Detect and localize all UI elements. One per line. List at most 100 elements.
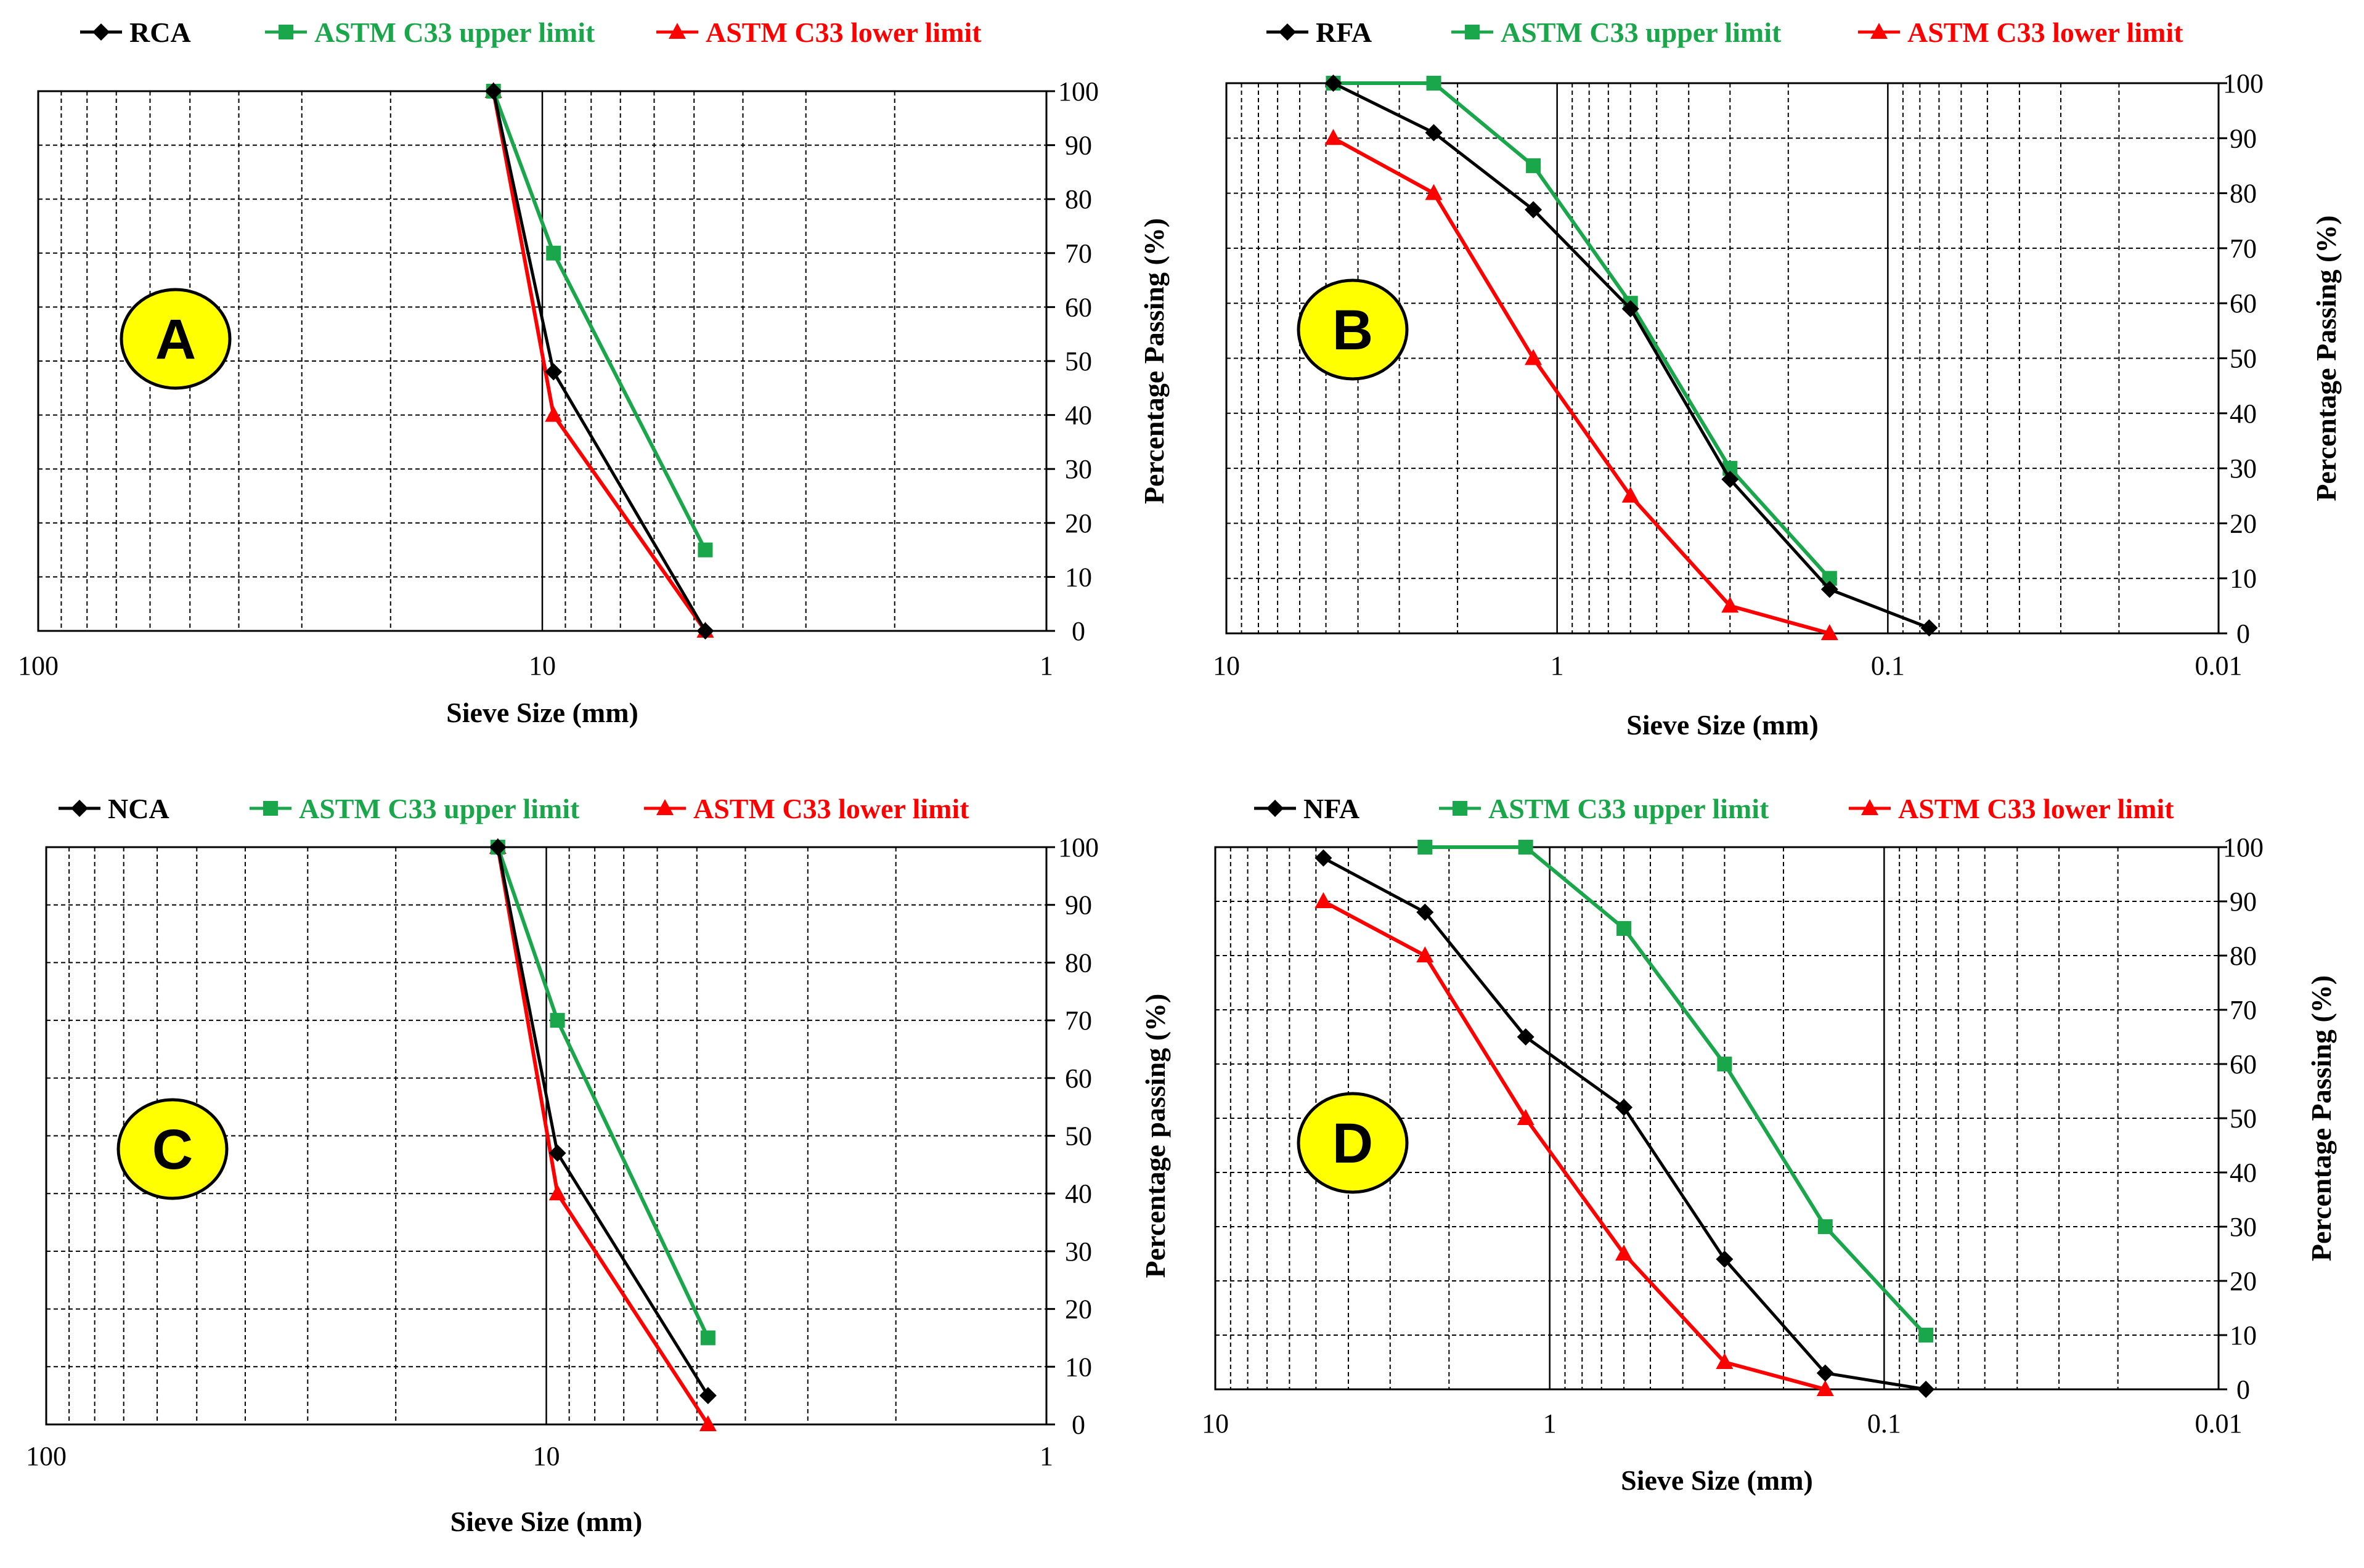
data-point (1920, 619, 1938, 637)
y-tick-label: 30 (1065, 454, 1092, 484)
data-point (548, 1144, 566, 1162)
x-tick-label: 1 (1040, 1441, 1053, 1471)
data-point (698, 542, 713, 558)
x-axis-label: Sieve Size (mm) (450, 1506, 643, 1537)
y-tick-label: 80 (2230, 941, 2257, 971)
data-point (1716, 1250, 1734, 1268)
legend-marker (263, 801, 278, 816)
y-tick-label: 90 (1065, 131, 1092, 161)
panel-label-circle (116, 1098, 229, 1200)
x-tick-label: 0.1 (1867, 1408, 1901, 1439)
series-line-nfa (1323, 856, 1926, 1391)
legend-entry: ASTM C33 lower limit (1898, 793, 2174, 824)
y-tick-label: 0 (2236, 619, 2250, 649)
legend-marker (1870, 23, 1888, 39)
y-tick-label: 70 (1065, 238, 1092, 269)
x-tick-label: 1 (1551, 651, 1564, 681)
data-point (1517, 1109, 1535, 1125)
x-tick-label: 10 (529, 651, 556, 681)
legend-entry: ASTM C33 upper limit (314, 17, 595, 48)
panel-label-circle (120, 288, 232, 390)
y-tick-label: 100 (1058, 832, 1099, 863)
y-tick-label: 10 (2230, 1320, 2257, 1351)
data-point (1525, 349, 1543, 365)
legend-marker (669, 23, 686, 39)
series-line-astm-c33-upper-limit (1333, 81, 1832, 580)
data-point (1621, 486, 1639, 503)
y-tick-label: 50 (1065, 346, 1092, 376)
panel-label: D (1332, 1112, 1373, 1175)
y-tick-label: 60 (1065, 1063, 1092, 1094)
y-tick-label: 20 (2230, 1266, 2257, 1296)
legend-marker (1266, 800, 1284, 817)
y-tick-label: 40 (2230, 399, 2257, 429)
y-tick-label: 40 (1065, 1179, 1092, 1209)
data-point (1721, 470, 1739, 488)
data-point (550, 1013, 565, 1028)
data-point (700, 1330, 715, 1346)
y-tick-label: 90 (2230, 123, 2257, 153)
y-tick-label: 80 (2230, 179, 2257, 209)
legend-entry: RCA (129, 17, 191, 48)
data-point (1526, 158, 1541, 173)
data-point (1314, 892, 1332, 908)
x-tick-label: 0.1 (1871, 651, 1905, 681)
y-tick-label: 80 (1065, 948, 1092, 978)
legend-entry: ASTM C33 lower limit (693, 793, 969, 824)
data-point (1616, 921, 1632, 936)
data-point (699, 1415, 717, 1431)
y-axis-label: Percentage Passing (%) (2310, 215, 2342, 501)
panel-label: A (155, 308, 196, 371)
panel-label: C (152, 1118, 193, 1181)
x-tick-label: 100 (18, 651, 59, 681)
x-tick-label: 10 (1213, 651, 1240, 681)
x-tick-label: 10 (533, 1441, 560, 1471)
legend-entry: ASTM C33 lower limit (706, 17, 982, 48)
y-tick-label: 40 (1065, 400, 1092, 431)
panel-label-circle (1297, 278, 1409, 381)
data-point (1820, 624, 1838, 640)
y-tick-label: 80 (1065, 184, 1092, 214)
y-tick-label: 100 (2223, 832, 2264, 863)
y-axis-label: Percentage Passing (%) (1138, 218, 1170, 504)
data-point (489, 839, 507, 856)
y-tick-label: 40 (2230, 1158, 2257, 1188)
data-point (1324, 75, 1342, 92)
legend-marker (92, 23, 110, 41)
data-point (1917, 1381, 1935, 1398)
panel-label-circle (1297, 1092, 1409, 1194)
y-tick-label: 20 (1065, 508, 1092, 538)
data-point (1425, 124, 1443, 142)
chart-panel-d: 0 10 20 30 40 50 60 70 80 90 100 10 1 0.1 0.01 Sieve Si… (1202, 793, 2337, 1496)
y-axis-label: Percentage Passing (%) (2305, 975, 2337, 1261)
data-point (1314, 849, 1332, 867)
data-point (1517, 1028, 1535, 1046)
data-point (1417, 840, 1433, 855)
data-point (1918, 1328, 1934, 1343)
data-point (1416, 903, 1434, 921)
data-point (1426, 76, 1441, 91)
data-point (1425, 184, 1443, 200)
data-point (1525, 201, 1543, 219)
legend-marker (1861, 799, 1878, 815)
data-point (1621, 300, 1639, 318)
data-point (484, 83, 502, 100)
data-point (1817, 1219, 1833, 1234)
y-tick-label: 30 (2230, 1212, 2257, 1242)
y-tick-label: 20 (2230, 508, 2257, 538)
data-point (1717, 1057, 1732, 1071)
series-line-nca (496, 847, 710, 1397)
y-tick-label: 100 (2223, 68, 2264, 99)
data-point (699, 1387, 717, 1405)
y-tick-label: 0 (1072, 1410, 1085, 1440)
y-tick-label: 0 (1072, 616, 1085, 646)
chart-panel-b: 0 10 20 30 40 50 60 70 80 90 100 10 1 0.1 0.01 Sieve Si… (1213, 17, 2342, 741)
data-point (1518, 840, 1533, 855)
panel-label: B (1332, 299, 1373, 362)
y-tick-label: 30 (1065, 1237, 1092, 1267)
x-axis-label: Sieve Size (mm) (446, 697, 638, 728)
legend-marker (279, 25, 293, 39)
data-point (545, 405, 563, 422)
